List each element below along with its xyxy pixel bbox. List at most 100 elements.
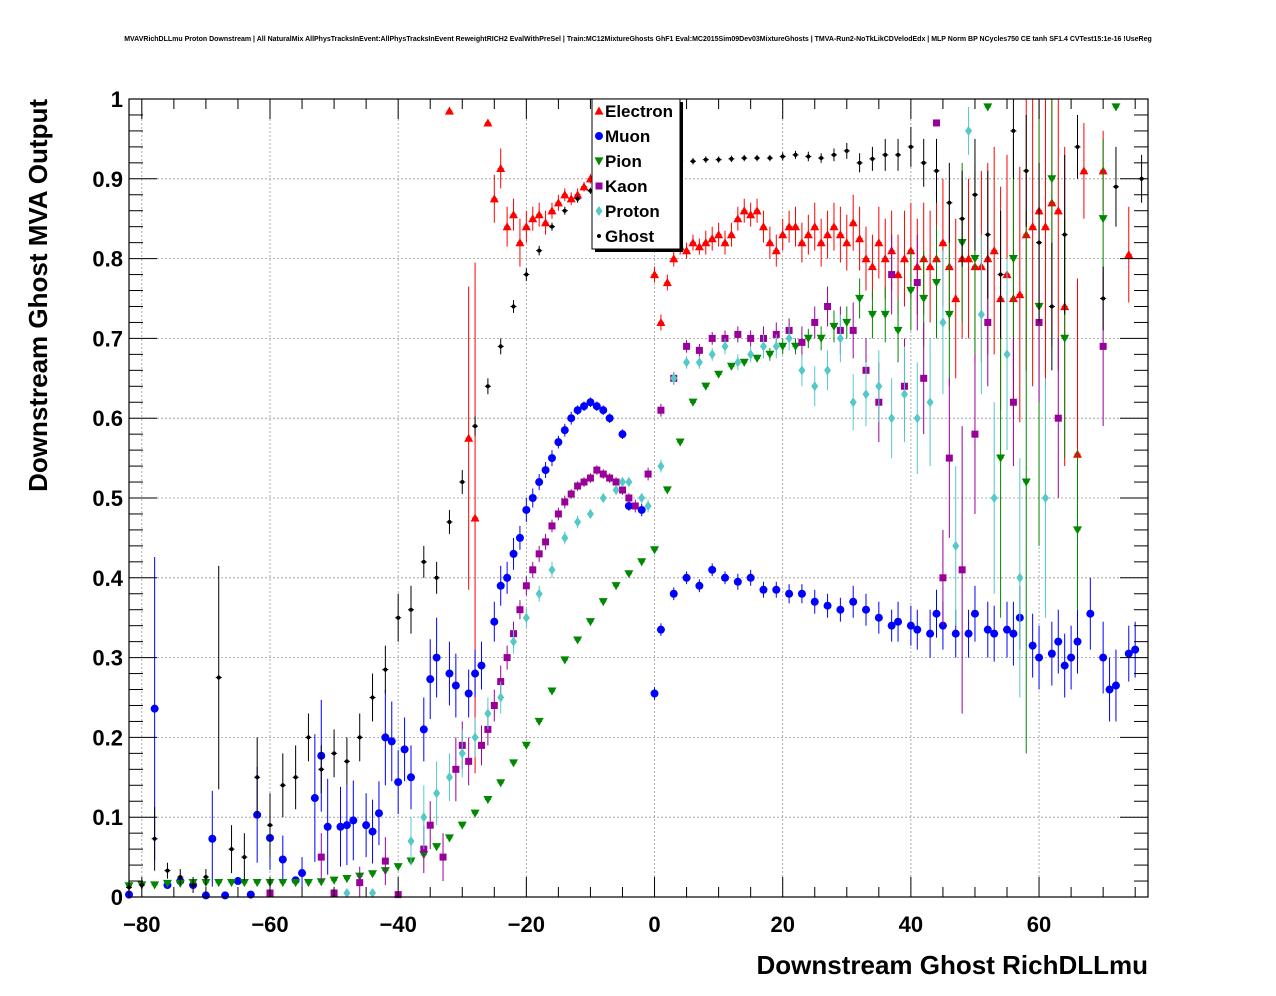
data-point [485, 384, 490, 389]
data-point [521, 222, 531, 231]
data-point [588, 188, 593, 193]
data-point [934, 168, 939, 173]
data-point [778, 342, 788, 351]
data-point [349, 816, 358, 825]
data-point [1003, 349, 1011, 360]
data-point [535, 478, 544, 487]
data-point [393, 863, 403, 872]
data-point [496, 581, 505, 590]
data-point [593, 466, 601, 474]
data-point [535, 588, 543, 599]
legend-box [591, 98, 681, 250]
data-point [849, 597, 858, 606]
data-point [831, 152, 836, 157]
data-point [1073, 526, 1083, 535]
data-point [368, 870, 378, 879]
data-point [599, 406, 608, 415]
data-point [857, 160, 862, 165]
data-point [316, 878, 326, 887]
data-point [695, 346, 703, 354]
x-tick-label: −40 [380, 912, 417, 937]
data-point [420, 812, 428, 823]
data-point [239, 879, 249, 888]
data-point [419, 725, 428, 734]
data-point [983, 103, 993, 112]
data-point [323, 822, 332, 831]
data-point [464, 689, 473, 698]
data-point [432, 653, 441, 662]
data-point [984, 318, 992, 326]
y-tick-label: 0.7 [92, 326, 123, 351]
data-point [906, 246, 916, 255]
data-point [1011, 128, 1016, 133]
data-point [785, 589, 794, 598]
data-point [522, 582, 530, 590]
data-point [726, 362, 736, 371]
data-point [524, 272, 529, 277]
data-point [690, 159, 695, 164]
data-point [317, 853, 325, 861]
data-point [293, 775, 298, 780]
data-point [870, 156, 875, 161]
data-point [537, 248, 542, 253]
data-point [586, 474, 594, 482]
data-point [631, 502, 639, 510]
data-point [874, 238, 884, 247]
data-point [682, 573, 691, 582]
data-point [471, 732, 479, 743]
data-point [823, 230, 833, 239]
data-point [439, 853, 447, 861]
data-point [650, 270, 660, 279]
data-point [477, 661, 486, 670]
data-point [1015, 290, 1025, 299]
data-point [932, 609, 941, 618]
data-point [611, 582, 621, 591]
data-point [765, 238, 775, 247]
data-point [887, 621, 896, 630]
data-point [1079, 166, 1089, 175]
data-point [752, 206, 762, 215]
series-muon [125, 397, 1140, 900]
data-point [998, 272, 1003, 277]
data-point [511, 304, 516, 309]
data-point [1049, 304, 1054, 309]
data-point [278, 879, 288, 888]
data-point [816, 334, 826, 343]
data-point [400, 745, 409, 754]
data-point [829, 322, 839, 331]
y-tick-label: 0.9 [92, 167, 123, 192]
data-point [855, 294, 865, 303]
data-point [888, 271, 896, 279]
data-point [714, 230, 724, 239]
data-point [842, 318, 852, 327]
data-point [793, 152, 798, 157]
data-point [829, 222, 839, 231]
data-point [972, 192, 977, 197]
data-point [970, 609, 979, 618]
data-point [893, 326, 903, 335]
data-point [535, 550, 543, 558]
data-point [426, 675, 435, 684]
data-point [899, 254, 909, 263]
data-point [1008, 255, 1018, 264]
data-point [939, 317, 947, 328]
data-point [703, 157, 708, 162]
data-point [958, 566, 966, 574]
data-point [810, 222, 820, 231]
data-point [516, 606, 524, 614]
data-point [862, 605, 871, 614]
data-point [233, 877, 242, 886]
legend-label-electron: Electron [605, 102, 673, 121]
data-point [1105, 685, 1114, 694]
data-point [688, 238, 698, 247]
series-electron [444, 99, 1134, 774]
data-point [695, 357, 703, 368]
data-point [178, 875, 183, 880]
data-point [470, 513, 480, 522]
data-point [694, 242, 704, 251]
data-point [381, 733, 390, 742]
data-point [612, 485, 620, 496]
data-point [356, 879, 364, 887]
data-point [784, 222, 794, 231]
data-point [985, 232, 990, 237]
